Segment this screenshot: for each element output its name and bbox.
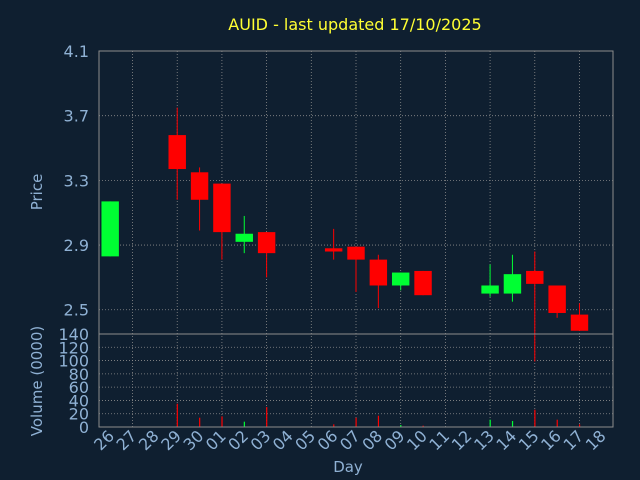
volume-bar [422, 425, 424, 427]
volume-tick-label: 60 [69, 378, 89, 397]
x-tick-label: 18 [582, 426, 610, 454]
candle-body [391, 272, 410, 286]
candle-body [503, 274, 522, 294]
volume-axis-label: Volume (0000) [28, 326, 46, 436]
price-tick-label: 4.1 [64, 42, 89, 61]
x-axis-label: Day [333, 458, 363, 476]
price-candles [101, 107, 589, 362]
candle-body [481, 285, 499, 294]
volume-bar [377, 415, 380, 427]
candle-body [570, 314, 589, 331]
volume-tick-label: 20 [69, 405, 89, 424]
volume-bar [400, 425, 402, 427]
volume-bar [199, 417, 201, 427]
volume-plot-frame [98, 333, 614, 428]
volume-tick-label: 80 [69, 365, 89, 384]
volume-tick-label: 40 [69, 391, 89, 410]
volume-tick-label: 100 [58, 352, 89, 371]
candle-body [324, 248, 343, 252]
candle-body [526, 270, 544, 284]
volume-bar [221, 416, 223, 427]
volume-bar [578, 424, 581, 427]
volume-tick-label: 140 [58, 325, 89, 344]
price-tick-label: 2.5 [64, 301, 89, 320]
volume-bar [534, 409, 536, 427]
candle-body [235, 233, 253, 242]
chart-title: AUID - last updated 17/10/2025 [228, 15, 481, 34]
price-y-ticks: 2.5 2.9 3.3 3.7 4.1 [64, 42, 89, 320]
candle-body [101, 201, 119, 257]
price-tick-label: 3.3 [64, 171, 89, 190]
volume-bars [176, 403, 581, 427]
x-axis-ticks: 2627282930010203040506070809101112131415… [90, 426, 609, 454]
volume-bar [243, 421, 245, 427]
candle-body [414, 270, 432, 296]
price-tick-label: 3.7 [64, 107, 89, 126]
candle-body [190, 172, 209, 200]
volume-bar [489, 419, 491, 427]
candle-body [257, 232, 276, 254]
plot-frames [98, 50, 614, 428]
volume-bar [333, 424, 335, 427]
volume-bar [176, 403, 178, 427]
candle-body [548, 285, 566, 313]
volume-bar [355, 417, 357, 427]
volume-bar [266, 407, 268, 427]
candle-body [168, 135, 186, 170]
candle-body [213, 183, 231, 233]
volume-bar [556, 419, 558, 427]
volume-bar [511, 421, 514, 427]
volume-tick-label: 0 [79, 418, 89, 437]
grid-lines [99, 50, 613, 427]
candle-body [347, 246, 365, 260]
volume-tick-label: 120 [58, 338, 89, 357]
price-axis-label: Price [28, 174, 46, 211]
candle-body [369, 259, 388, 286]
price-tick-label: 2.9 [64, 236, 89, 255]
